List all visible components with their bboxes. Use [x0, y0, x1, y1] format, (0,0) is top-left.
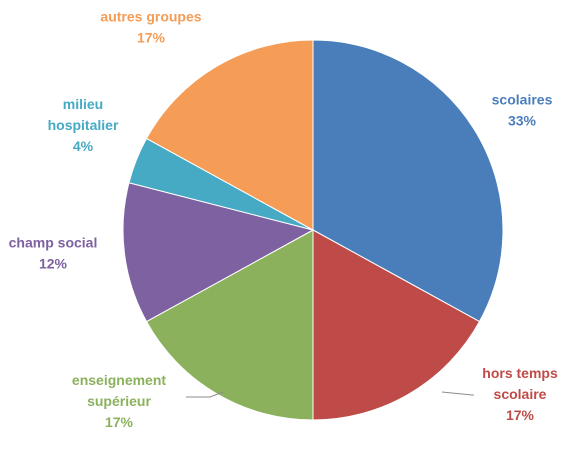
slice-percent-label: 17%: [137, 30, 166, 46]
leader-line-enseignement-supérieur: [186, 391, 224, 398]
slice-label-text: autres groupes: [100, 9, 201, 25]
slice-label-enseignement-supérieur: enseignement supérieur 17%: [72, 372, 166, 430]
slice-label-text: hors temps: [482, 365, 558, 381]
slice-label-text: champ social: [9, 235, 98, 251]
slice-percent-label: 17%: [105, 414, 134, 430]
pie-slice-champ-social: [122, 182, 315, 323]
slice-percent-label: 12%: [39, 256, 68, 272]
slice-label-text: milieu: [63, 96, 103, 112]
slice-label-milieu-hospitalier: milieu hospitalier 4%: [48, 96, 119, 154]
slice-labels: scolaires 33%hors temps scolaire 17%enseign…: [9, 9, 558, 431]
slice-label-hors-temps-scolaire: hors temps scolaire 17%: [482, 365, 558, 423]
slice-percent-label: 33%: [508, 113, 537, 129]
pie-slices: [122, 39, 504, 421]
leader-line-hors-temps-scolaire: [441, 391, 474, 396]
slice-percent-label: 4%: [73, 138, 94, 154]
pie-slice-enseignement-supérieur: [145, 229, 314, 421]
slice-label-text: scolaire: [494, 386, 547, 402]
pie-slice-hors-temps-scolaire: [312, 229, 481, 421]
slice-percent-label: 17%: [506, 407, 535, 423]
slice-label-text: scolaires: [492, 92, 553, 108]
slice-label-text: hospitalier: [48, 117, 119, 133]
slice-label-autres-groupes: autres groupes 17%: [100, 9, 201, 46]
slice-label-text: supérieur: [87, 393, 151, 409]
slice-label-champ-social: champ social 12%: [9, 235, 98, 272]
slice-label-scolaires: scolaires 33%: [492, 92, 553, 129]
pie-slice-autres-groupes: [145, 39, 314, 231]
leader-lines: [186, 391, 474, 398]
slice-label-text: enseignement: [72, 372, 166, 388]
pie-slice-scolaires: [312, 39, 504, 323]
